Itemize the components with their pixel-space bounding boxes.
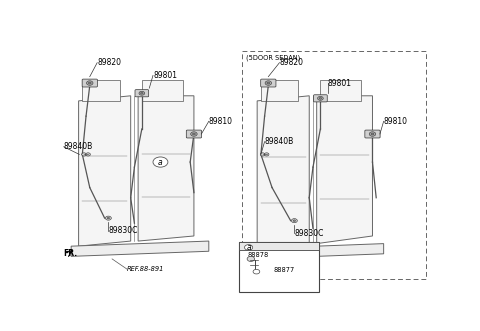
Text: REF.88-891: REF.88-891 [244,261,281,267]
Polygon shape [138,96,194,241]
Circle shape [318,96,323,100]
Text: (5DOOR SEDAN): (5DOOR SEDAN) [246,54,300,61]
FancyBboxPatch shape [186,130,202,138]
Circle shape [319,98,322,99]
Text: 88877: 88877 [274,267,295,273]
Polygon shape [321,80,361,101]
Circle shape [244,245,252,250]
Text: 89830C: 89830C [294,229,324,238]
Circle shape [191,132,197,136]
Circle shape [86,153,90,156]
Circle shape [192,133,195,135]
Polygon shape [250,244,384,259]
Circle shape [86,81,93,85]
Text: REF.88-891: REF.88-891 [127,266,164,272]
Text: 89801: 89801 [328,78,352,87]
Circle shape [265,81,272,85]
Circle shape [82,153,86,156]
Text: a: a [158,158,163,166]
Text: 89820: 89820 [97,58,121,67]
Text: 89801: 89801 [153,71,177,80]
Polygon shape [317,96,372,244]
Circle shape [293,220,296,221]
Bar [239,242,319,292]
Text: a: a [246,243,251,252]
Circle shape [247,256,254,261]
Circle shape [107,217,109,219]
FancyBboxPatch shape [261,79,276,87]
Text: 89820: 89820 [279,58,303,67]
FancyBboxPatch shape [365,130,380,138]
Text: 89840B: 89840B [64,142,93,151]
Text: 89810: 89810 [384,117,408,126]
Text: 89840B: 89840B [264,137,294,146]
Circle shape [369,132,376,136]
Polygon shape [257,96,309,249]
Text: FR.: FR. [64,249,78,258]
Polygon shape [261,80,298,101]
Circle shape [141,92,143,94]
Circle shape [153,157,168,167]
Bar [242,51,426,279]
Polygon shape [79,96,131,246]
Circle shape [371,133,374,135]
Circle shape [88,82,91,84]
Circle shape [260,153,265,156]
Polygon shape [83,80,120,101]
Circle shape [264,153,269,156]
Circle shape [139,91,144,95]
Circle shape [253,269,260,274]
Text: 89830C: 89830C [108,226,138,235]
FancyBboxPatch shape [313,95,327,102]
Circle shape [106,216,111,220]
Bar [239,242,319,251]
Polygon shape [142,80,183,101]
Circle shape [291,219,297,223]
Text: 88878: 88878 [248,252,269,258]
Circle shape [267,82,270,84]
FancyBboxPatch shape [135,90,149,97]
FancyBboxPatch shape [82,79,97,87]
Text: 89810: 89810 [209,117,233,126]
Polygon shape [71,241,209,256]
